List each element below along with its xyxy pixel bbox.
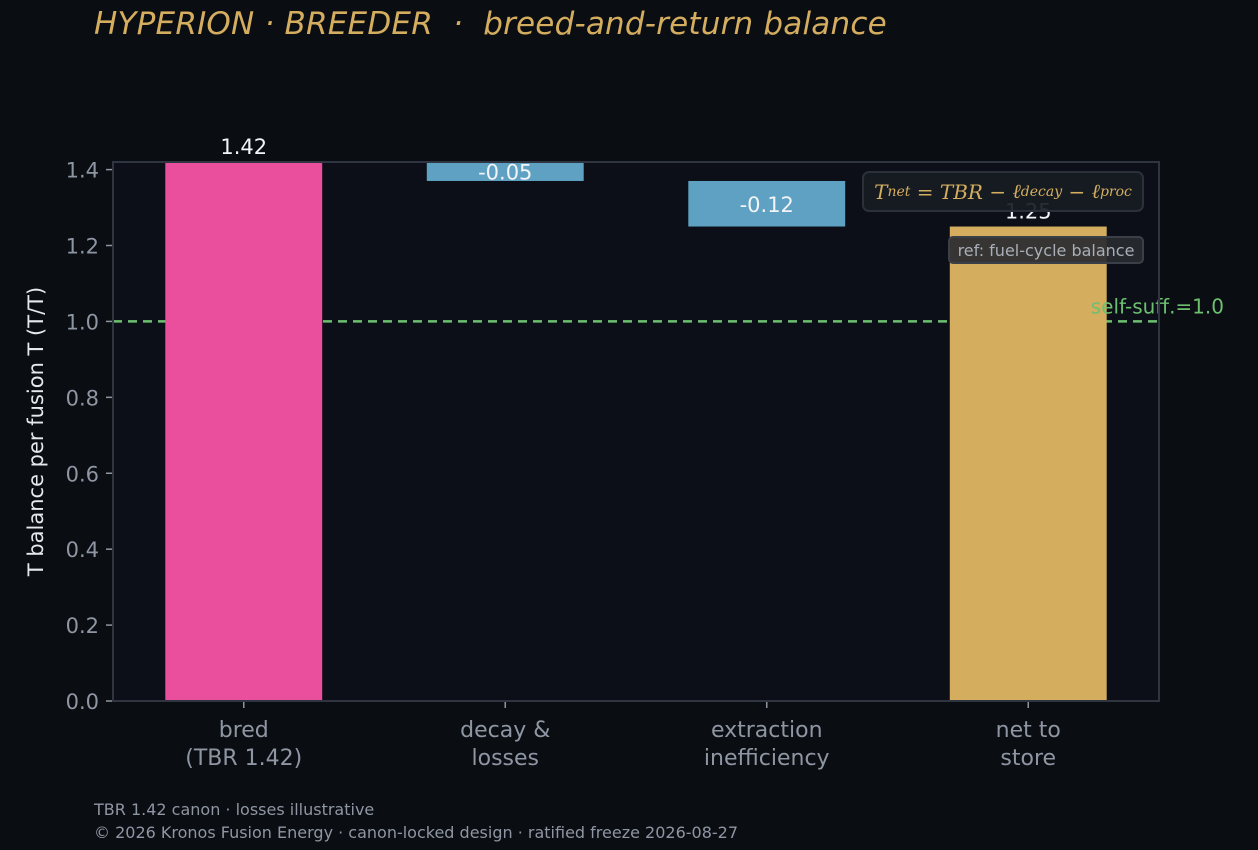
plot-frame bbox=[112, 161, 1160, 702]
x-tick-label: (TBR 1.42) bbox=[185, 746, 302, 771]
formula-minus-1: − bbox=[982, 179, 1013, 204]
reference-note: ref: fuel-cycle balance bbox=[948, 236, 1144, 264]
y-axis-label: T balance per fusion T (T/T) bbox=[24, 287, 48, 577]
formula-eq: = bbox=[910, 179, 940, 204]
formula-minus-2: − bbox=[1062, 179, 1092, 204]
y-tick-label: 1.0 bbox=[66, 310, 99, 334]
x-tick-label: net to bbox=[996, 718, 1061, 743]
footer-copyright: © 2026 Kronos Fusion Energy · canon-lock… bbox=[94, 823, 739, 842]
formula-decay-sub: decay bbox=[1020, 183, 1063, 200]
data-label: 1.42 bbox=[220, 135, 267, 159]
formula-proc-sub: proc bbox=[1099, 183, 1132, 200]
y-tick-label: 0.2 bbox=[66, 614, 99, 638]
reference-line-label: self-suff.=1.0 bbox=[1091, 294, 1224, 318]
data-label: -0.12 bbox=[740, 193, 794, 217]
bar bbox=[688, 180, 846, 227]
x-tick-label: inefficiency bbox=[704, 746, 830, 771]
x-tick-label: store bbox=[1000, 746, 1056, 771]
x-tick-label: decay & bbox=[460, 718, 550, 743]
y-tick-label: 0.8 bbox=[66, 386, 99, 410]
x-tick-label: losses bbox=[472, 746, 540, 771]
data-label: -0.05 bbox=[478, 160, 532, 184]
formula-ell-1: ℓ bbox=[1012, 179, 1021, 203]
footer-note: TBR 1.42 canon · losses illustrative bbox=[94, 800, 375, 819]
formula-lhs: T bbox=[874, 179, 888, 204]
y-tick-label: 1.2 bbox=[66, 235, 99, 259]
bar bbox=[949, 226, 1107, 701]
x-tick-label: extraction bbox=[711, 718, 823, 743]
y-tick-label: 0.6 bbox=[66, 462, 99, 486]
formula-ell-2: ℓ bbox=[1091, 179, 1100, 203]
x-tick-label: bred bbox=[219, 718, 269, 743]
formula-lhs-sub: net bbox=[887, 183, 911, 200]
y-tick-label: 1.4 bbox=[66, 159, 99, 183]
chart-title: HYPERION · BREEDER · breed-and-return ba… bbox=[94, 6, 887, 42]
y-tick-label: 0.0 bbox=[66, 690, 99, 714]
y-tick-label: 0.4 bbox=[66, 538, 99, 562]
formula-tbr: TBR bbox=[939, 179, 983, 204]
bar bbox=[426, 162, 584, 181]
bar bbox=[165, 162, 323, 701]
